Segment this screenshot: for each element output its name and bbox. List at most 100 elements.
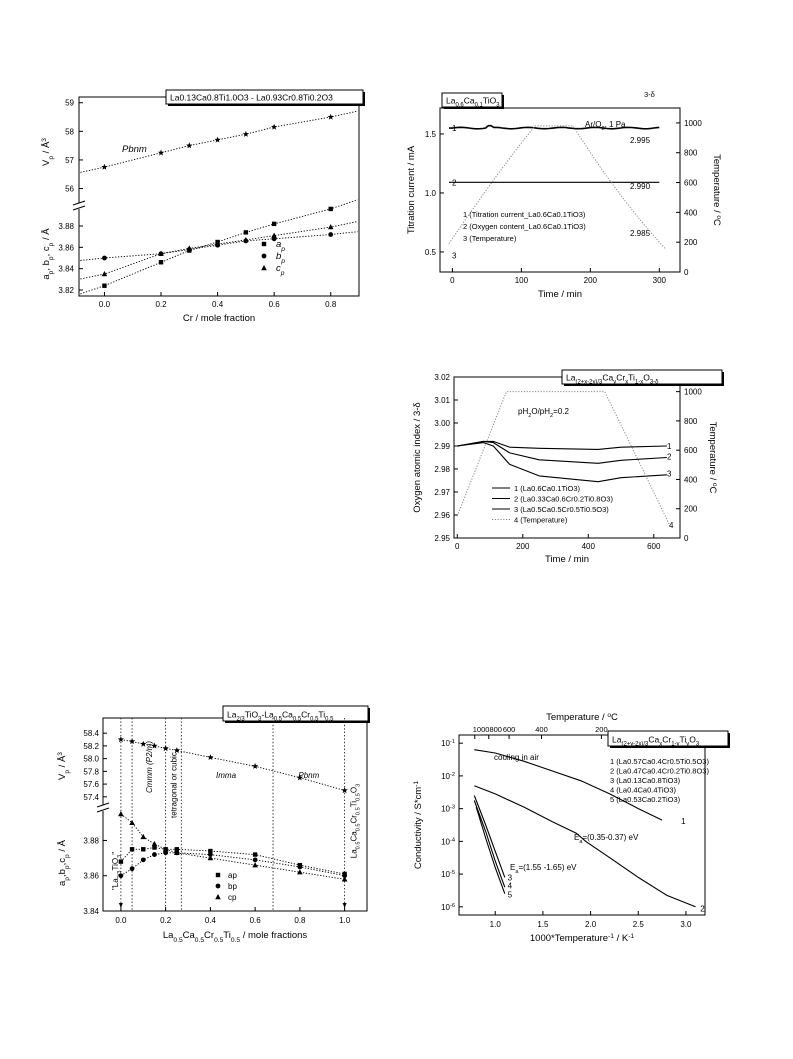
phase-label: tetragonal or cubic	[169, 752, 178, 818]
series-line-2	[457, 440, 667, 464]
curve-label: 1	[667, 442, 672, 451]
x-tick-label: 0.0	[115, 916, 127, 925]
y-tick-label: 10-2	[441, 772, 455, 781]
y-tick-label: 3.86	[58, 243, 74, 252]
series-line-5	[475, 806, 506, 894]
chart-title: La(2+y-2x)/3CaxCr1-yTiyO3	[612, 735, 700, 748]
x-axis-label: Time / min	[545, 554, 589, 565]
legend-marker	[261, 253, 267, 259]
chart-title: La(2+x-2y)/3CayCrxTi1-xO3-δ	[566, 373, 659, 386]
x-tick-label: 300	[653, 276, 667, 285]
point-cp	[151, 840, 158, 847]
point-V_p	[214, 136, 221, 143]
y-tick-label: 59	[65, 99, 74, 108]
series-line-4	[473, 800, 506, 888]
y-tick-label: 3.84	[58, 265, 74, 274]
point-V_p	[157, 149, 165, 156]
curve-label: 3	[452, 251, 457, 260]
legend-label: 2 (Oxygen content_La0.6Ca0.1TiO3)	[463, 222, 586, 231]
y-right-tick-label: 600	[684, 446, 698, 455]
y-right-tick-label: 200	[684, 505, 698, 514]
point-V_p	[162, 745, 169, 752]
legend-label: 3 (La0.13Ca0.8TiO3)	[610, 776, 681, 785]
point-b_p	[102, 255, 107, 261]
point-a_p	[102, 283, 107, 288]
x-top-tick-label: 200	[595, 725, 608, 734]
end-label-left: "La2/3TiO3"	[111, 852, 123, 890]
point-c_p	[243, 236, 249, 243]
y-right-tick-label: 0	[684, 534, 689, 543]
point-a_p	[328, 206, 333, 212]
right-value-label: 2.985	[630, 229, 651, 238]
x-tick-label: 1.0	[339, 916, 351, 925]
point-V_p	[296, 774, 303, 781]
point-V_p	[117, 736, 124, 743]
x-tick-label: 200	[584, 276, 598, 285]
x-top-tick-label: 400	[535, 725, 548, 734]
y-right-tick-label: 200	[684, 238, 698, 247]
y-axis-label-top: Vp / Å3	[41, 138, 55, 166]
point-cp	[207, 855, 214, 861]
annotation: pH2O/pH2=0.2	[518, 407, 570, 419]
curve-label: 4	[669, 521, 674, 530]
legend-label: 4 (Temperature)	[514, 516, 568, 525]
y-tick-label: 57.8	[83, 767, 99, 776]
y-right-tick-label: 1000	[684, 119, 702, 128]
point-bp	[342, 873, 348, 879]
point-ap	[118, 859, 124, 864]
point-c_p	[101, 271, 108, 277]
y-right-tick-label: 800	[684, 149, 698, 158]
legend-label: 5 (La0.53Ca0.2TiO3)	[610, 795, 681, 804]
point-cp	[129, 819, 135, 826]
series-line-ap	[120, 847, 345, 875]
x-tick-label: 0	[455, 542, 460, 551]
chart-3: 0 200 400 600 2.95 2.96 2.97 2.98 2.99 3.00 3.01 3.…	[412, 369, 724, 565]
point-ap	[129, 847, 135, 852]
point-bp	[297, 864, 303, 870]
chart-title-box	[607, 730, 729, 747]
x-top-tick-label: 600	[503, 725, 516, 734]
y-tick-label: 3.01	[434, 396, 450, 405]
series-line-2	[474, 785, 696, 908]
curve-label: 2	[667, 452, 672, 461]
axis-break	[96, 807, 110, 813]
x-top-tick-label: 1000800	[473, 725, 502, 734]
x-tick-label: 1.5	[537, 920, 549, 929]
curve-label: 4	[508, 882, 513, 891]
x-axis-label: 1000*Temperature-1 / K-1	[530, 933, 635, 945]
point-ap	[174, 847, 180, 852]
point-cp	[118, 811, 124, 817]
point-cp	[162, 846, 169, 852]
point-V_p	[242, 130, 249, 137]
y-tick-label: 58.2	[83, 742, 99, 751]
series-line-V_p	[80, 110, 358, 173]
point-ap	[252, 852, 258, 857]
x-tick-label: 0.0	[99, 300, 111, 309]
legend-label: 1 (La0.57Ca0.4Cr0.5Ti0.5O3)	[610, 757, 709, 766]
x-tick-label: 0.2	[160, 916, 172, 925]
y-tick-label: 10-6	[441, 903, 455, 912]
point-cp	[252, 862, 258, 868]
x-tick-label: 0.6	[269, 300, 281, 309]
chart-title-box	[222, 705, 369, 722]
ea-label: Ea=(1.55 -1.65) eV	[510, 863, 577, 875]
point-V_p	[327, 113, 334, 120]
chart-title-box	[165, 89, 364, 105]
x-tick-label: 2.0	[585, 920, 597, 929]
chart-2: 0 100 200 300 0.5 1.0 1.5 0 200 400 600 800 1000 Time…	[406, 90, 723, 300]
y-right-tick-label: 0	[684, 268, 689, 277]
y-tick-label: 10-5	[441, 870, 455, 879]
x-axis-label: Time / min	[538, 289, 582, 300]
y-tick-label: 10-4	[441, 837, 455, 846]
y-tick-label: 58	[65, 127, 74, 136]
legend-marker	[215, 894, 221, 900]
y-tick-label: 2.95	[434, 534, 450, 543]
x-tick-label: 0.6	[250, 916, 262, 925]
chart-1: 0.0 0.2 0.4 0.6 0.8 56 57 58 59 3.82 3.84 3.86 3.88 C…	[41, 89, 365, 324]
x-tick-label: 2.5	[633, 920, 645, 929]
y-tick-label: 3.88	[58, 222, 74, 231]
point-bp	[163, 850, 169, 856]
curve-label: 5	[508, 890, 513, 899]
x-tick-label: 400	[582, 542, 596, 551]
y-tick-label: 2.98	[434, 465, 450, 474]
